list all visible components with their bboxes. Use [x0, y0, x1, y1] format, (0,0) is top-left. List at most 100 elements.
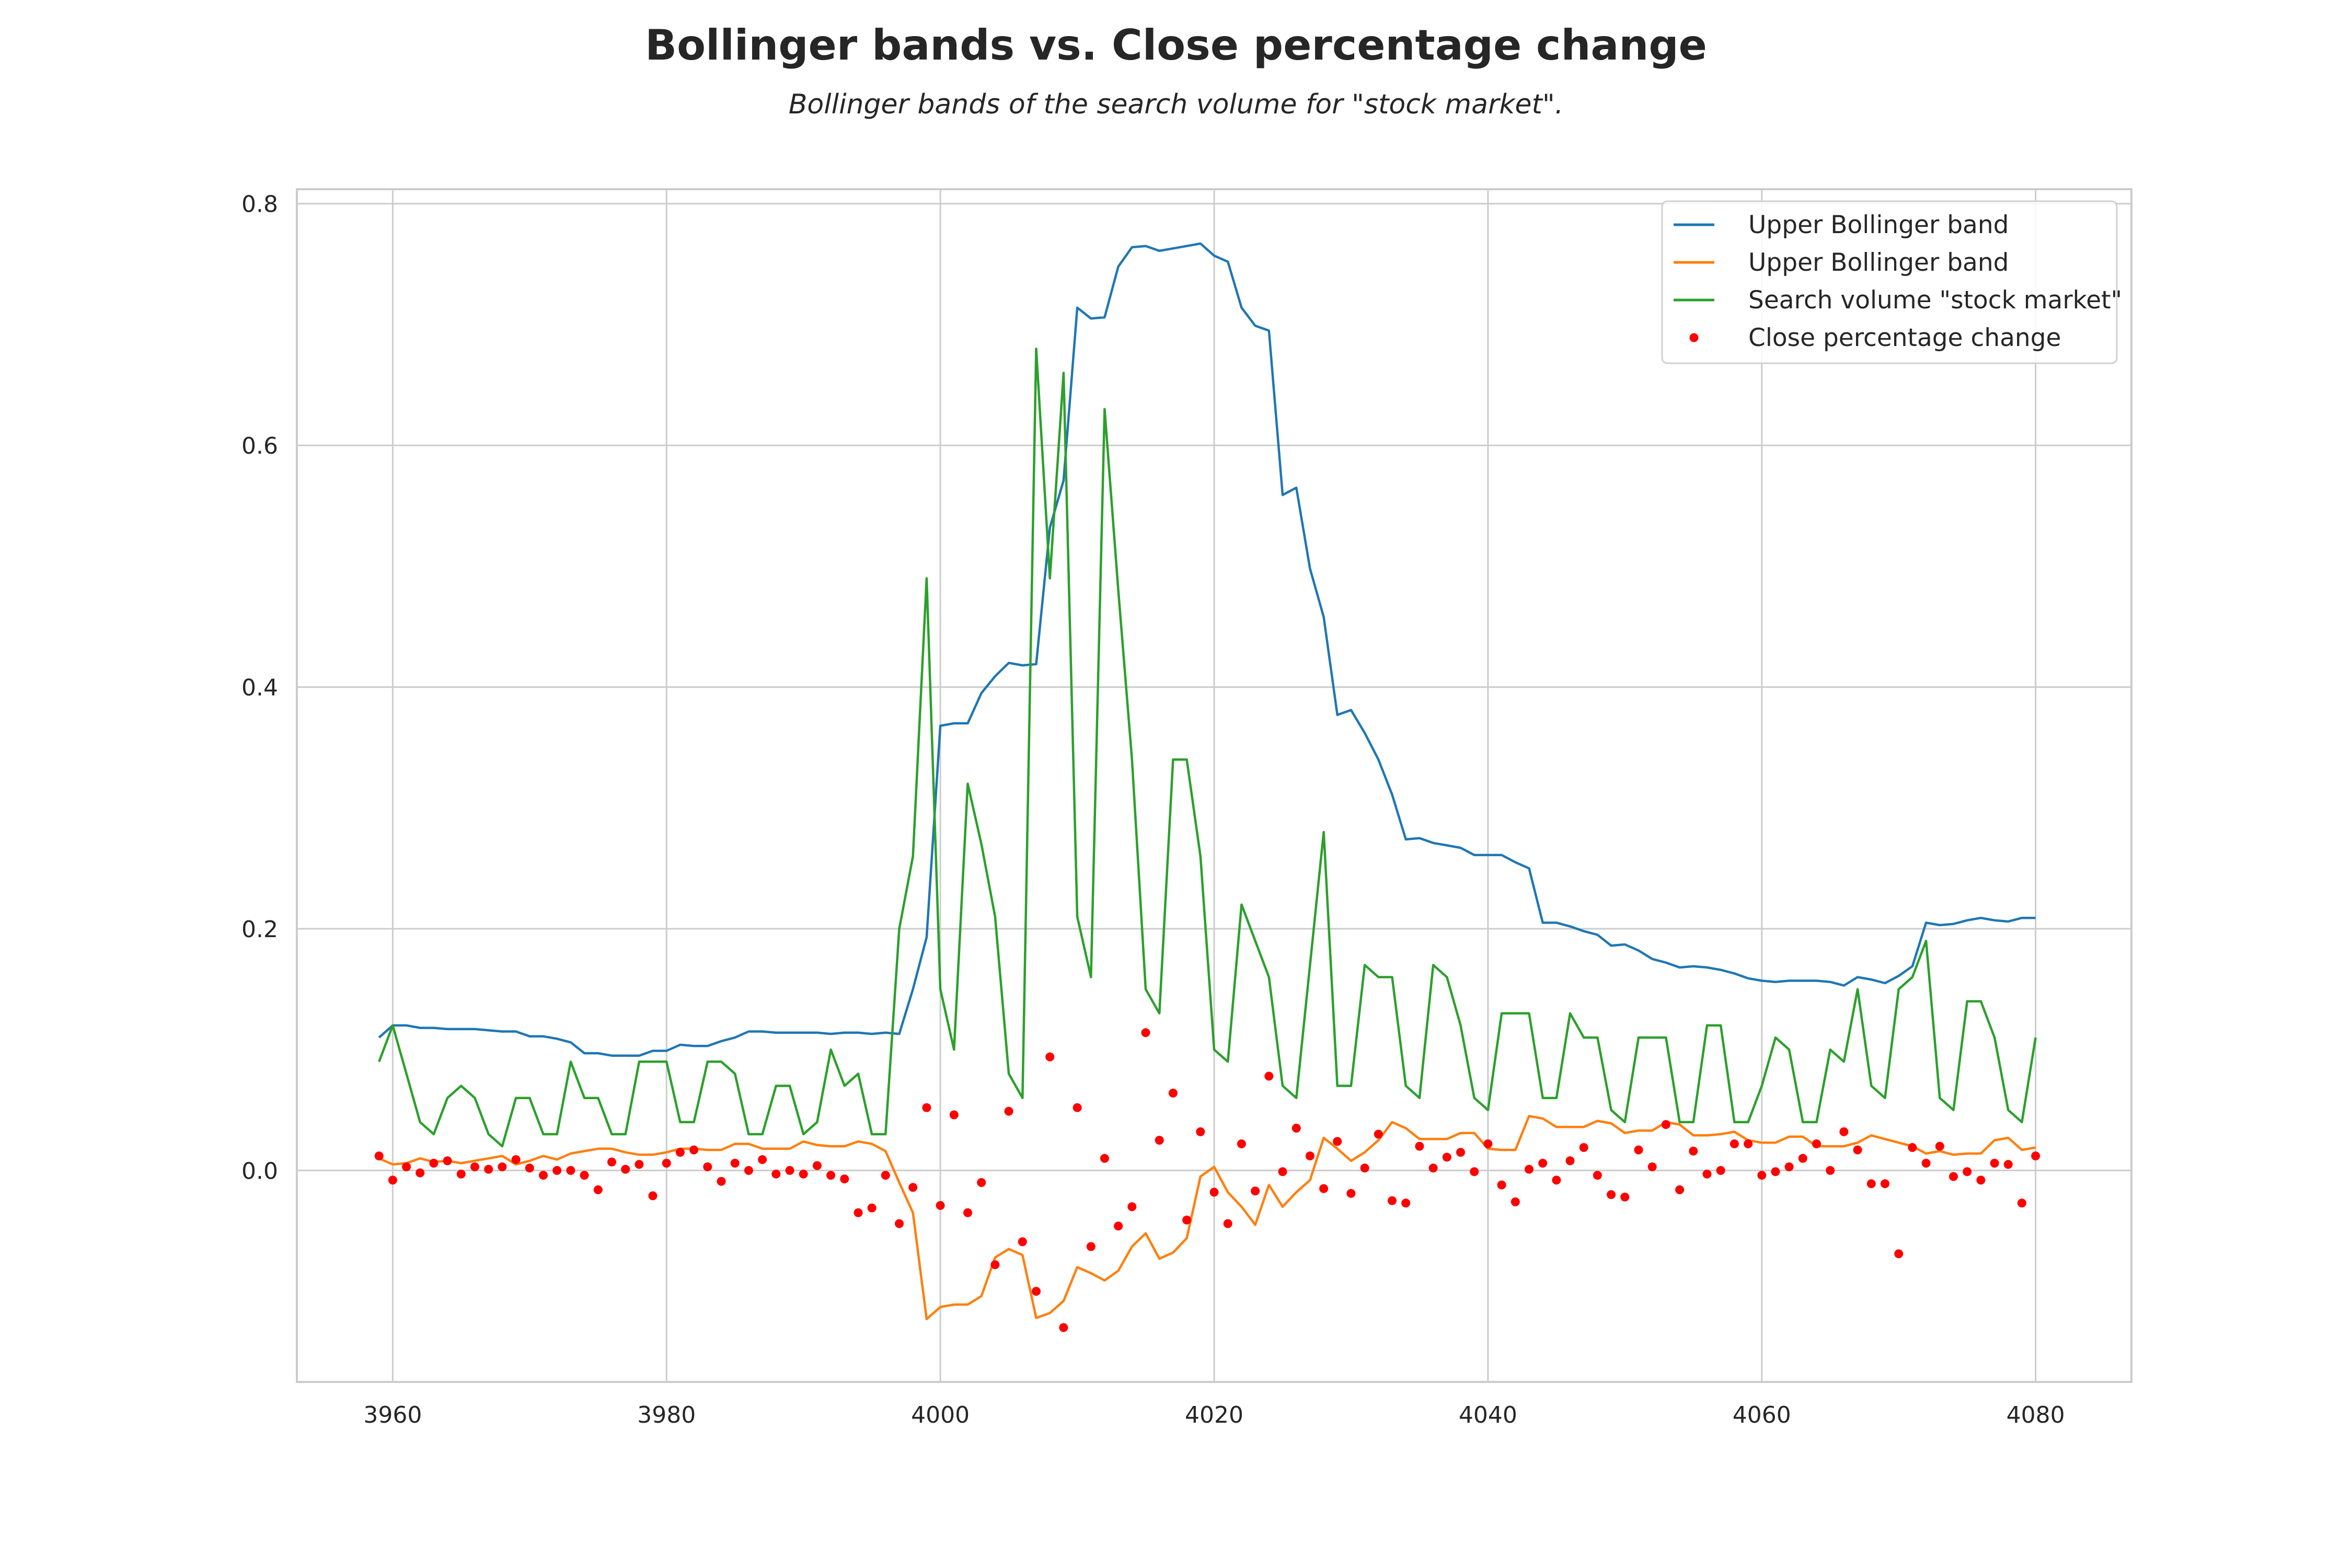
close-change-point [1388, 1196, 1397, 1205]
close-change-point [730, 1159, 740, 1168]
legend-label: Close percentage change [1748, 324, 2061, 352]
close-change-point [1278, 1167, 1287, 1177]
close-change-point [1086, 1242, 1096, 1251]
close-change-point [1497, 1180, 1506, 1190]
close-change-point [1415, 1142, 1424, 1151]
close-change-point [977, 1178, 986, 1187]
close-change-point [1935, 1142, 1944, 1151]
close-change-point [1784, 1162, 1794, 1171]
x-tick-label: 3980 [637, 1402, 696, 1428]
close-change-point [539, 1171, 548, 1180]
close-change-point [1360, 1163, 1369, 1173]
series-layer [374, 242, 2040, 1332]
close-change-point [758, 1155, 767, 1165]
close-change-point [1264, 1071, 1274, 1081]
close-change-point [744, 1166, 753, 1175]
close-change-point [635, 1160, 644, 1169]
close-change-point [1100, 1154, 1109, 1163]
close-change-point [717, 1177, 726, 1186]
close-change-point [580, 1171, 589, 1180]
close-change-point [1607, 1190, 1616, 1200]
close-change-point [1730, 1139, 1739, 1148]
close-change-point [1839, 1127, 1849, 1136]
close-change-point [1237, 1139, 1246, 1148]
legend-label: Search volume "stock market" [1748, 286, 2122, 315]
close-change-point [1702, 1169, 1712, 1179]
close-change-point [689, 1145, 699, 1155]
close-change-point [1976, 1175, 1986, 1185]
close-change-point [1689, 1146, 1698, 1156]
close-change-point [1251, 1186, 1260, 1196]
close-change-point [1634, 1145, 1643, 1155]
x-tick-label: 4020 [1185, 1402, 1243, 1428]
close-change-point [1894, 1249, 1904, 1259]
close-change-point [1812, 1139, 1821, 1148]
close-change-point [1579, 1143, 1588, 1152]
close-change-point [1853, 1145, 1862, 1155]
close-change-point [854, 1208, 863, 1217]
x-tick-label: 4060 [1733, 1402, 1791, 1428]
close-change-point [1908, 1143, 1917, 1152]
close-change-point [1881, 1179, 1889, 1189]
close-change-point [648, 1191, 658, 1201]
close-change-point [1470, 1167, 1479, 1177]
grid [297, 189, 2131, 1382]
close-change-point [1374, 1129, 1383, 1139]
close-change-point [1538, 1159, 1548, 1168]
close-change-point [703, 1162, 712, 1171]
close-change-point [2031, 1151, 2040, 1161]
close-change-point [963, 1208, 972, 1217]
close-change-point [1771, 1167, 1780, 1177]
legend-label: Upper Bollinger band [1748, 211, 2009, 239]
y-tick-label: 0.0 [241, 1158, 278, 1184]
close-change-point [840, 1174, 849, 1184]
close-change-point [1319, 1184, 1329, 1193]
close-change-point [785, 1166, 794, 1175]
close-change-point [1456, 1148, 1465, 1157]
close-change-point [593, 1185, 603, 1194]
close-change-point [2017, 1198, 2026, 1208]
close-change-point [1525, 1165, 1534, 1174]
close-change-point [1346, 1189, 1356, 1198]
close-change-point [1127, 1202, 1137, 1212]
close-change-point [1826, 1166, 1835, 1175]
close-change-point [374, 1151, 384, 1161]
close-change-point [1018, 1237, 1027, 1247]
close-change-point [949, 1110, 959, 1120]
close-change-point [675, 1148, 685, 1157]
close-change-point [936, 1201, 945, 1210]
legend: Upper Bollinger band Upper Bollinger band… [1661, 200, 2122, 364]
close-change-point [470, 1162, 479, 1171]
series-line-2 [378, 347, 2037, 1148]
close-change-point [908, 1183, 918, 1192]
close-change-point [1866, 1179, 1876, 1189]
close-change-point [429, 1159, 439, 1168]
close-change-point [1511, 1197, 1520, 1206]
close-change-point [1921, 1159, 1931, 1168]
close-change-point [525, 1163, 534, 1173]
close-change-point [799, 1169, 808, 1179]
close-change-point [511, 1155, 521, 1165]
close-change-point [662, 1159, 671, 1168]
legend-label: Upper Bollinger band [1748, 248, 2009, 277]
close-change-point [1168, 1088, 1178, 1098]
x-tick-label: 3960 [363, 1402, 422, 1428]
close-change-point [1798, 1154, 1807, 1163]
close-change-point [552, 1166, 562, 1175]
close-change-point [990, 1260, 1000, 1270]
y-tick-label: 0.8 [241, 191, 278, 218]
close-change-point [1620, 1192, 1630, 1202]
close-change-point [1073, 1103, 1082, 1112]
close-change-point [566, 1166, 575, 1175]
close-change-point [621, 1165, 630, 1174]
chart-subtitle: Bollinger bands of the search volume for… [788, 89, 1564, 120]
legend-box [1661, 200, 2118, 364]
close-change-point [1647, 1162, 1657, 1171]
close-change-point [1744, 1139, 1753, 1148]
close-change-point [1182, 1215, 1192, 1225]
close-change-point [895, 1219, 904, 1228]
close-change-point [498, 1162, 507, 1171]
close-change-point [1565, 1156, 1575, 1166]
close-change-point [2003, 1160, 2013, 1169]
close-change-point [443, 1156, 452, 1166]
